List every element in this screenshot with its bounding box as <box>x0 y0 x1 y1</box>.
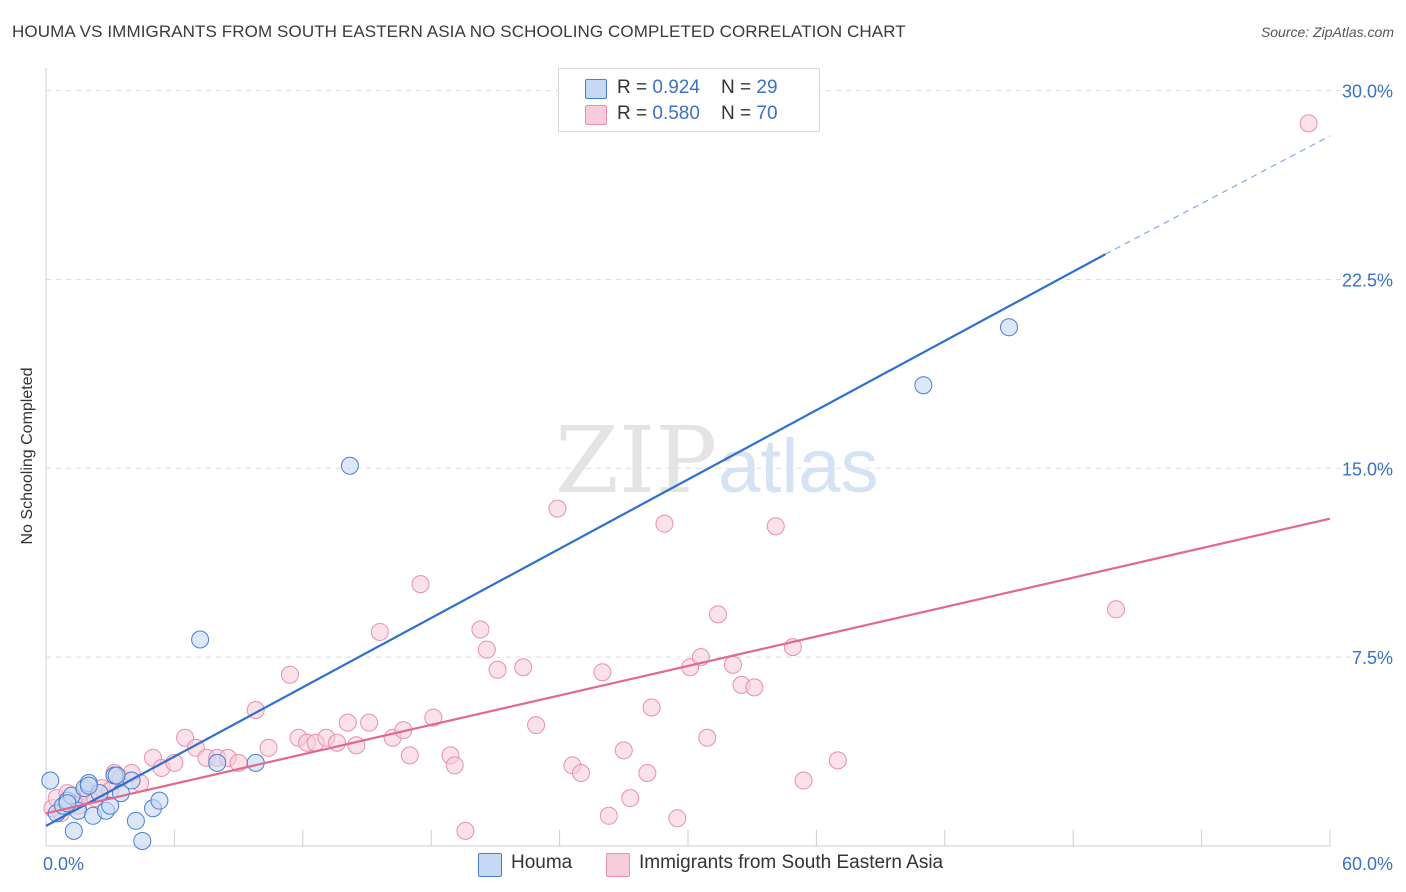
y-tick-label: 15.0% <box>1342 459 1393 479</box>
houma-point <box>191 630 210 649</box>
immigrants-point <box>259 738 278 757</box>
immigrants-point <box>828 751 847 770</box>
immigrants-point <box>411 575 430 594</box>
source-credit: Source: ZipAtlas.com <box>1260 24 1394 40</box>
immigrants-point <box>593 663 612 682</box>
houma-point <box>1000 318 1018 337</box>
immigrants-point <box>621 789 640 808</box>
watermark-zip: ZIP <box>555 407 717 514</box>
n-value: 70 <box>756 103 778 124</box>
series-legend: Houma Immigrants from South Eastern Asia <box>0 852 1406 878</box>
houma-point <box>64 821 83 840</box>
immigrants-point <box>614 741 633 760</box>
houma-legend-label: Houma <box>511 852 573 873</box>
houma-trend-line <box>45 253 1106 827</box>
immigrants-point <box>745 678 764 697</box>
immigrants-point <box>638 763 657 782</box>
immigrants-legend-label: Immigrants from South Eastern Asia <box>639 852 944 873</box>
r-value: 0.924 <box>652 77 700 98</box>
houma-point <box>150 791 169 810</box>
houma-swatch <box>585 79 607 99</box>
immigrants-point <box>471 620 490 639</box>
legend-row-houma-text: R = 0.924 N = 29 <box>617 77 778 99</box>
immigrants-point <box>1299 114 1318 133</box>
chart-title: HOUMA VS IMMIGRANTS FROM SOUTH EASTERN A… <box>12 22 906 41</box>
immigrants-point <box>548 499 567 518</box>
trend-layer <box>45 135 1331 827</box>
immigrants-point <box>360 713 379 732</box>
immigrants-point <box>488 660 507 679</box>
immigrants-point <box>456 821 475 840</box>
houma-legend-swatch <box>478 853 502 877</box>
immigrants-point <box>527 716 546 735</box>
houma-trend-extension <box>1105 135 1331 255</box>
grid-layer <box>46 90 1395 658</box>
immigrants-point <box>655 514 674 533</box>
immigrants-point <box>338 713 357 732</box>
y-tick-label: 22.5% <box>1342 270 1393 290</box>
immigrants-point <box>347 736 366 755</box>
immigrants-point <box>698 728 717 747</box>
houma-point <box>208 753 227 772</box>
immigrants-point <box>424 708 443 727</box>
x-tick-label: 0.0% <box>43 854 84 874</box>
immigrants-point <box>723 655 742 674</box>
immigrants-legend-swatch <box>606 853 630 877</box>
immigrants-point <box>794 771 813 790</box>
immigrants-trend-line <box>45 517 1331 815</box>
n-label: N = <box>721 77 757 98</box>
immigrants-point <box>766 517 785 536</box>
points-layer <box>41 114 1318 850</box>
immigrants-point <box>599 806 618 825</box>
r-label: R = <box>617 103 653 124</box>
houma-point <box>340 456 359 475</box>
houma-point <box>79 776 98 795</box>
x-tick-label: 60.0% <box>1342 854 1393 874</box>
watermark-atlas: atlas <box>718 424 879 509</box>
tick-label-layer: 7.5% 15.0% 22.5% 30.0% 0.0% 60.0% <box>43 82 1393 874</box>
n-label: N = <box>721 103 757 124</box>
immigrants-swatch <box>585 105 607 125</box>
immigrants-point <box>572 763 590 782</box>
y-tick-label: 7.5% <box>1352 648 1393 668</box>
immigrants-point <box>668 809 687 828</box>
r-value: 0.580 <box>652 103 700 124</box>
watermark: ZIP atlas <box>555 407 879 514</box>
houma-point <box>126 811 145 830</box>
immigrants-point <box>280 665 299 684</box>
immigrants-point <box>708 605 727 624</box>
immigrants-point <box>400 746 419 765</box>
houma-point <box>107 766 126 785</box>
r-label: R = <box>617 77 653 98</box>
houma-point <box>101 796 120 815</box>
stats-legend: R = 0.924 N = 29 R = 0.580 N = 70 <box>558 68 820 132</box>
n-value: 29 <box>756 77 778 98</box>
immigrants-point <box>514 658 533 677</box>
axis-layer <box>45 68 1331 847</box>
immigrants-point <box>445 756 464 775</box>
immigrants-point <box>642 698 661 717</box>
legend-row-immigrants-text: R = 0.580 N = 70 <box>617 103 778 125</box>
y-tick-label: 30.0% <box>1342 82 1393 102</box>
immigrants-point <box>1107 600 1125 619</box>
houma-point <box>914 376 933 395</box>
houma-point <box>41 771 60 790</box>
immigrants-point <box>477 640 496 659</box>
houma-point <box>133 831 152 850</box>
immigrants-point <box>370 622 389 641</box>
